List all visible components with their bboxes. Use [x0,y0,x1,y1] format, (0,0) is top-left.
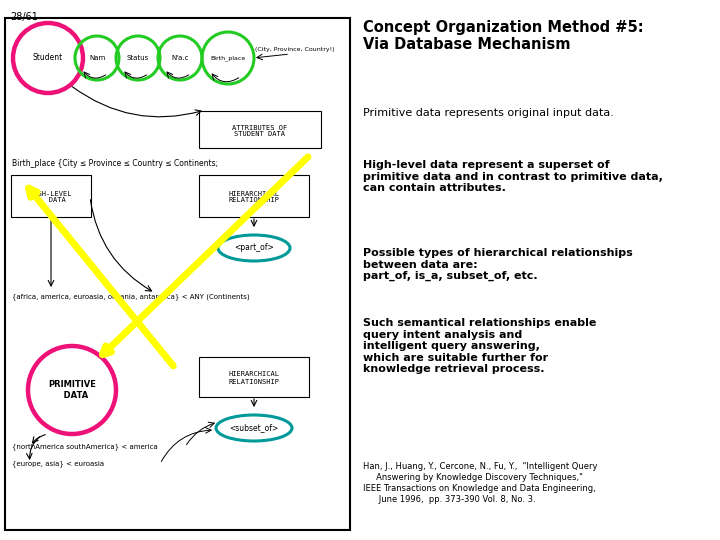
Bar [5,18,350,530]
Text: (City, Province, Country!): (City, Province, Country!) [255,48,335,52]
Text: June 1996,  pp. 373-390 Vol. 8, No. 3.: June 1996, pp. 373-390 Vol. 8, No. 3. [363,495,536,504]
Text: HIERARCHICAL
RELATIONSHIP: HIERARCHICAL RELATIONSHIP [228,191,279,204]
Text: {africa, america, euroasia, oceania, antarctica} < ANY (Continents): {africa, america, euroasia, oceania, ant… [12,294,250,300]
Text: ATTRIBUTES OF
STUDENT DATA: ATTRIBUTES OF STUDENT DATA [233,125,287,138]
Text: Concept Organization Method #5:
Via Database Mechanism: Concept Organization Method #5: Via Data… [363,20,644,52]
Text: 28/61: 28/61 [10,12,38,22]
Text: IEEE Transactions on Knowledge and Data Engineering,: IEEE Transactions on Knowledge and Data … [363,484,595,493]
Text: HIGH-LEVEL
   DATA: HIGH-LEVEL DATA [30,191,72,204]
FancyBboxPatch shape [11,175,91,217]
Text: HIERARCHICAL
RELATIONSHIP: HIERARCHICAL RELATIONSHIP [228,372,279,384]
Text: High-level data represent a superset of
primitive data and in contrast to primit: High-level data represent a superset of … [363,160,663,193]
Text: Birth_place {City ≤ Province ≤ Country ≤ Continents;: Birth_place {City ≤ Province ≤ Country ≤… [12,159,218,167]
Text: Birth_place: Birth_place [210,55,246,61]
Text: {europe, asia} < euroasia: {europe, asia} < euroasia [12,461,104,468]
Text: Status: Status [127,55,149,61]
Text: PRIMITIVE
   DATA: PRIMITIVE DATA [48,380,96,400]
Text: Possible types of hierarchical relationships
between data are:
part_of, is_a, su: Possible types of hierarchical relations… [363,248,633,281]
FancyBboxPatch shape [199,357,309,397]
Text: <subset_of>: <subset_of> [230,423,279,433]
FancyBboxPatch shape [199,111,321,148]
Text: Primitive data represents original input data.: Primitive data represents original input… [363,108,614,118]
Text: Student: Student [33,53,63,63]
Text: {northAmerica southAmerica} < america: {northAmerica southAmerica} < america [12,444,158,450]
FancyBboxPatch shape [199,175,309,217]
Text: N'a.c: N'a.c [171,55,189,61]
Text: Nam: Nam [89,55,105,61]
Text: <part_of>: <part_of> [234,244,274,253]
Text: Han, J., Huang, Y., Cercone, N., Fu, Y.,  "Intelligent Query: Han, J., Huang, Y., Cercone, N., Fu, Y.,… [363,462,598,471]
Text: Answering by Knowledge Discovery Techniques,": Answering by Knowledge Discovery Techniq… [363,473,583,482]
Text: Such semantical relationships enable
query intent analysis and
intelligent query: Such semantical relationships enable que… [363,318,596,374]
